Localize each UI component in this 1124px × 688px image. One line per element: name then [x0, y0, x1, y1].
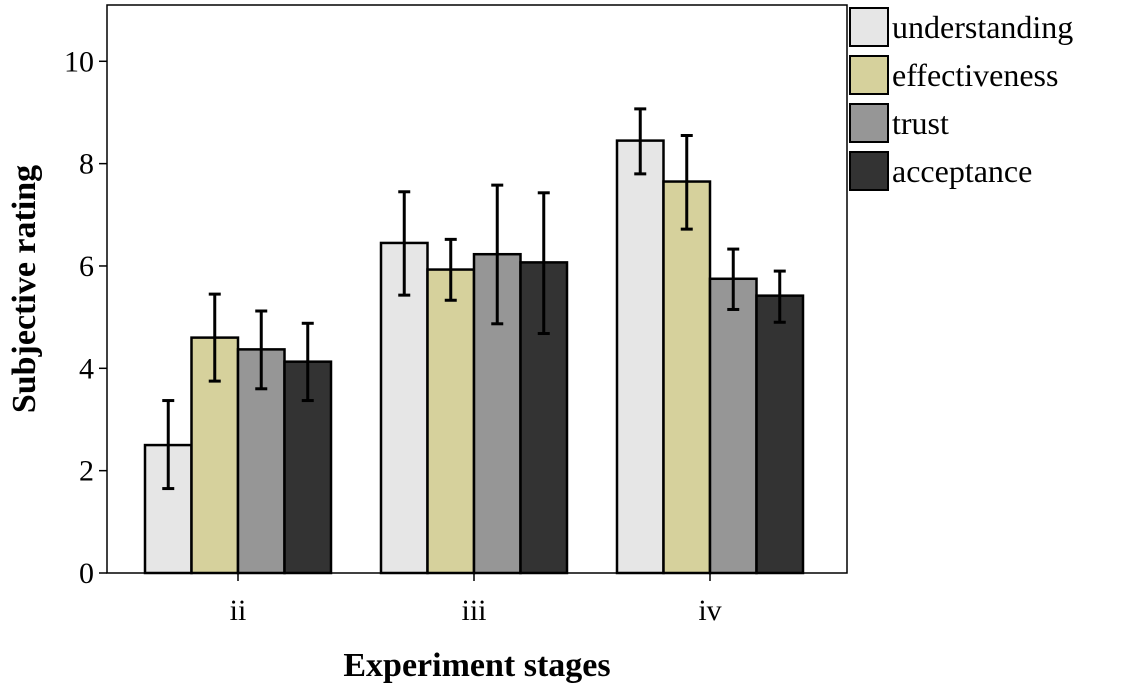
legend-swatch-understanding	[850, 8, 888, 46]
y-tick-label-8: 8	[79, 148, 94, 181]
x-tick-label-iv: iv	[698, 594, 721, 627]
legend-item-effectiveness: effectiveness	[850, 56, 1058, 94]
y-tick-label-2: 2	[79, 455, 94, 488]
bar-trust-iv	[710, 279, 757, 573]
y-tick-label-10: 10	[64, 45, 94, 78]
legend-item-acceptance: acceptance	[850, 152, 1032, 190]
x-axis: ii iii iv	[230, 573, 722, 627]
legend-label-trust: trust	[892, 105, 949, 141]
legend: understanding effectiveness trust acceptanc…	[850, 8, 1073, 190]
bar-effectiveness-iv	[664, 182, 711, 573]
legend-swatch-effectiveness	[850, 56, 888, 94]
bar-acceptance-iv	[757, 296, 804, 573]
legend-swatch-trust	[850, 104, 888, 142]
bar-understanding-iv	[617, 141, 664, 573]
legend-label-effectiveness: effectiveness	[892, 57, 1058, 93]
legend-item-understanding: understanding	[850, 8, 1073, 46]
y-axis: 0 2 4 6 8 10	[64, 45, 107, 590]
y-tick-label-4: 4	[79, 352, 94, 385]
x-axis-title: Experiment stages	[343, 647, 610, 684]
y-axis-title: Subjective rating	[6, 165, 43, 413]
x-tick-label-iii: iii	[461, 594, 486, 627]
x-tick-label-ii: ii	[230, 594, 247, 627]
legend-swatch-acceptance	[850, 152, 888, 190]
legend-label-understanding: understanding	[892, 9, 1073, 45]
legend-label-acceptance: acceptance	[892, 153, 1032, 189]
legend-item-trust: trust	[850, 104, 949, 142]
y-tick-label-0: 0	[79, 557, 94, 590]
bar-effectiveness-iii	[428, 270, 475, 573]
y-tick-label-6: 6	[79, 250, 94, 283]
